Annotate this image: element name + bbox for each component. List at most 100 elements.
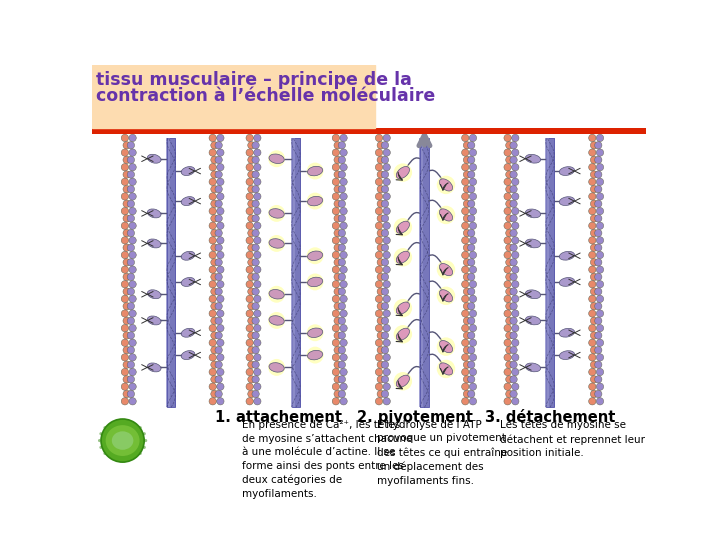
Ellipse shape xyxy=(332,310,340,317)
Ellipse shape xyxy=(589,397,596,405)
Ellipse shape xyxy=(123,171,130,178)
Ellipse shape xyxy=(595,141,602,149)
Ellipse shape xyxy=(129,368,136,376)
Ellipse shape xyxy=(559,167,575,176)
Ellipse shape xyxy=(209,354,216,361)
Ellipse shape xyxy=(334,244,341,251)
Ellipse shape xyxy=(334,376,341,383)
Ellipse shape xyxy=(268,286,285,303)
Ellipse shape xyxy=(334,302,341,310)
Ellipse shape xyxy=(334,141,341,149)
Ellipse shape xyxy=(139,426,142,429)
Ellipse shape xyxy=(559,350,575,360)
Ellipse shape xyxy=(377,259,384,266)
Ellipse shape xyxy=(217,325,224,332)
Ellipse shape xyxy=(377,347,384,354)
Ellipse shape xyxy=(129,178,136,186)
Ellipse shape xyxy=(252,186,259,193)
Ellipse shape xyxy=(252,244,259,251)
Ellipse shape xyxy=(307,273,323,291)
Ellipse shape xyxy=(375,325,382,332)
Ellipse shape xyxy=(332,222,340,230)
Ellipse shape xyxy=(253,134,261,141)
Ellipse shape xyxy=(338,361,346,368)
Ellipse shape xyxy=(332,266,340,273)
Ellipse shape xyxy=(589,193,596,200)
Ellipse shape xyxy=(211,273,218,281)
Ellipse shape xyxy=(217,295,224,302)
Ellipse shape xyxy=(437,360,455,378)
Ellipse shape xyxy=(121,207,129,215)
Ellipse shape xyxy=(377,317,384,325)
Ellipse shape xyxy=(510,215,517,222)
Ellipse shape xyxy=(595,347,602,354)
Ellipse shape xyxy=(123,215,130,222)
Ellipse shape xyxy=(596,325,603,332)
Ellipse shape xyxy=(439,179,453,191)
Ellipse shape xyxy=(340,295,347,302)
Ellipse shape xyxy=(334,390,341,397)
Ellipse shape xyxy=(253,178,261,186)
Ellipse shape xyxy=(127,186,135,193)
Ellipse shape xyxy=(129,164,136,171)
Ellipse shape xyxy=(383,325,390,332)
Ellipse shape xyxy=(462,325,469,332)
Ellipse shape xyxy=(246,383,253,390)
Ellipse shape xyxy=(215,259,222,266)
Ellipse shape xyxy=(246,134,253,141)
Ellipse shape xyxy=(375,397,382,405)
Ellipse shape xyxy=(462,193,469,200)
Ellipse shape xyxy=(129,134,136,141)
Ellipse shape xyxy=(211,361,218,368)
Ellipse shape xyxy=(211,230,218,237)
Ellipse shape xyxy=(269,239,284,248)
Ellipse shape xyxy=(383,237,390,244)
Ellipse shape xyxy=(464,376,471,383)
Ellipse shape xyxy=(211,200,218,207)
Ellipse shape xyxy=(121,222,129,230)
Ellipse shape xyxy=(467,390,475,397)
Ellipse shape xyxy=(469,325,477,332)
Ellipse shape xyxy=(248,376,255,383)
Ellipse shape xyxy=(589,295,596,302)
Ellipse shape xyxy=(129,281,136,288)
Ellipse shape xyxy=(252,390,259,397)
Ellipse shape xyxy=(526,209,541,218)
Ellipse shape xyxy=(590,230,598,237)
Ellipse shape xyxy=(211,376,218,383)
Ellipse shape xyxy=(334,347,341,354)
Ellipse shape xyxy=(375,368,382,376)
Ellipse shape xyxy=(334,317,341,325)
Ellipse shape xyxy=(123,332,130,339)
Ellipse shape xyxy=(437,176,455,194)
Ellipse shape xyxy=(121,339,129,347)
Ellipse shape xyxy=(217,266,224,273)
Ellipse shape xyxy=(377,332,384,339)
Ellipse shape xyxy=(143,432,146,435)
Ellipse shape xyxy=(589,354,596,361)
Ellipse shape xyxy=(215,230,222,237)
Ellipse shape xyxy=(375,178,382,186)
Ellipse shape xyxy=(467,376,475,383)
Ellipse shape xyxy=(338,288,346,295)
Ellipse shape xyxy=(462,207,469,215)
Text: 1. attachement: 1. attachement xyxy=(215,410,343,425)
Ellipse shape xyxy=(121,164,129,171)
Ellipse shape xyxy=(215,244,222,251)
Ellipse shape xyxy=(595,244,602,251)
Ellipse shape xyxy=(437,206,455,224)
Ellipse shape xyxy=(253,207,261,215)
Ellipse shape xyxy=(377,230,384,237)
Ellipse shape xyxy=(127,317,135,325)
Ellipse shape xyxy=(512,295,519,302)
Ellipse shape xyxy=(211,141,218,149)
Ellipse shape xyxy=(377,186,384,193)
Ellipse shape xyxy=(253,354,261,361)
Ellipse shape xyxy=(334,288,341,295)
Ellipse shape xyxy=(217,237,224,244)
Ellipse shape xyxy=(462,222,469,230)
FancyBboxPatch shape xyxy=(92,65,375,128)
Ellipse shape xyxy=(596,397,603,405)
Ellipse shape xyxy=(338,347,346,354)
Ellipse shape xyxy=(469,134,477,141)
